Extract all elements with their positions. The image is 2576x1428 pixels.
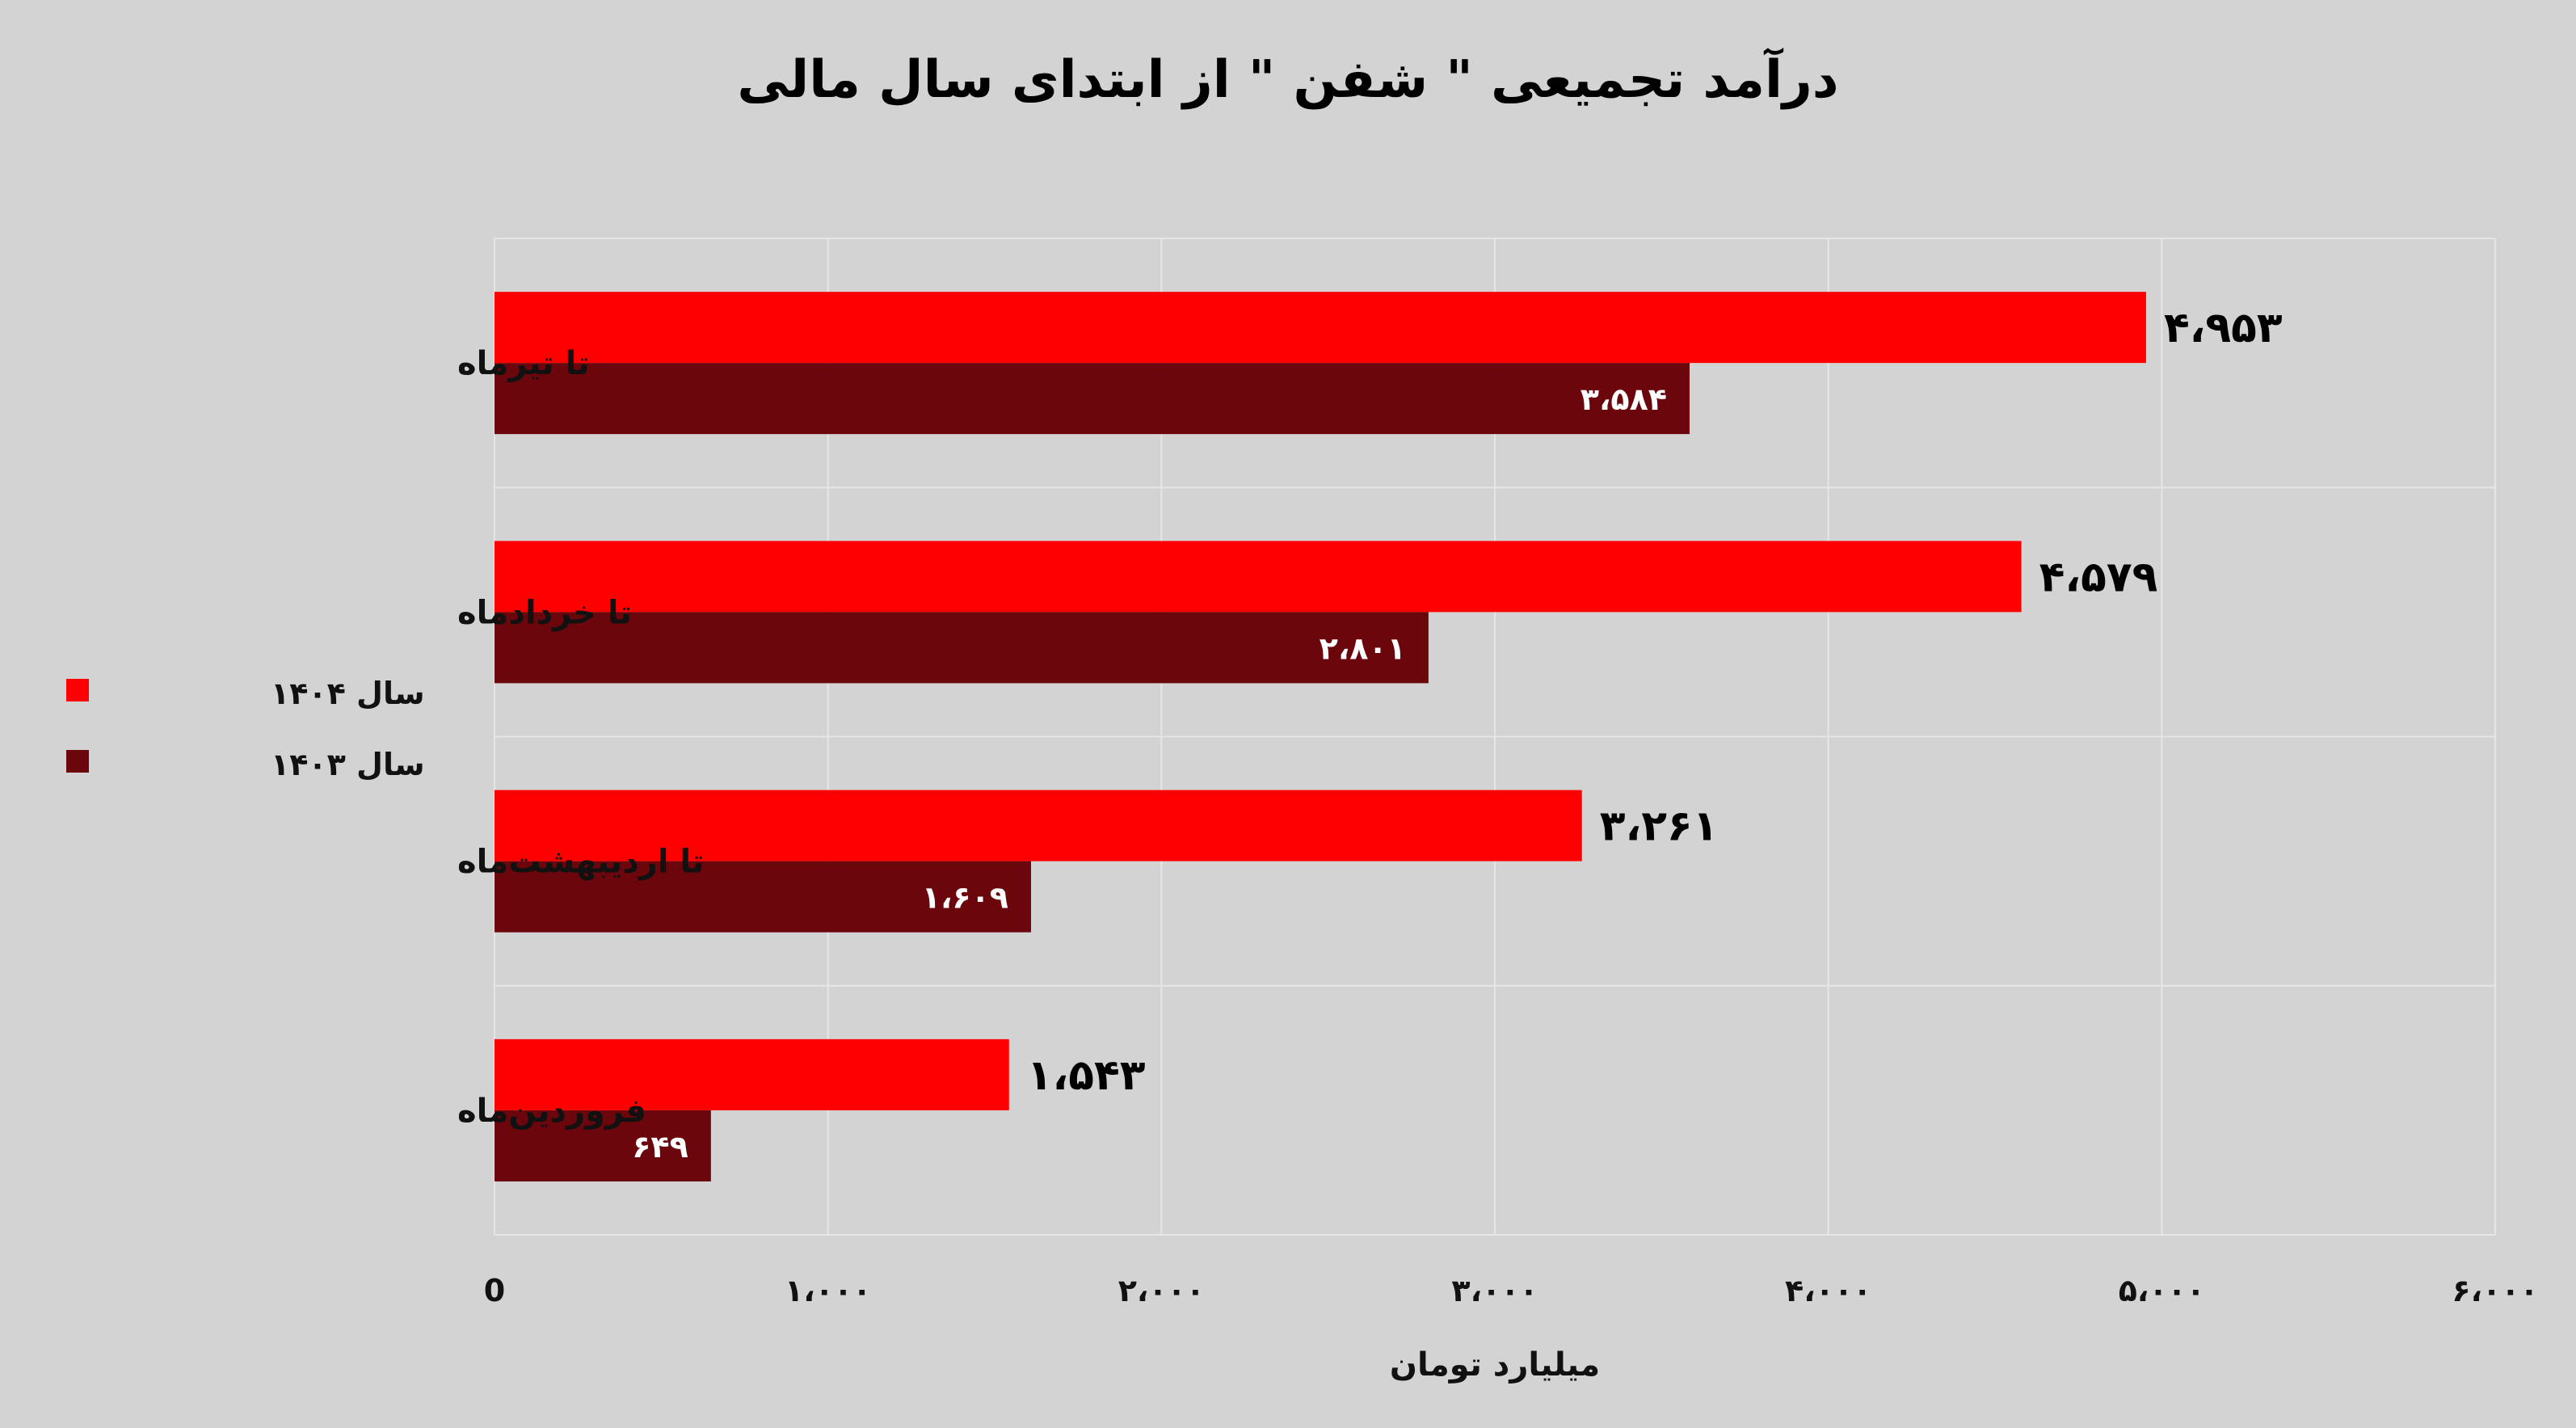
legend-label-1404: سال ۱۴۰۴ <box>271 676 425 711</box>
bar-1404 <box>495 790 1582 861</box>
x-axis-title: میلیارد تومان <box>1390 1346 1600 1384</box>
bar-1404 <box>495 541 2022 613</box>
chart-title: درآمد تجمیعی " شفن " از ابتدای سال مالی <box>737 47 1838 110</box>
category-labels: تا تیرماه تا خردادماه تا اردیبهشت‌ماه فرورد… <box>457 345 704 1130</box>
legend-label-1403: سال ۱۴۰۳ <box>271 747 425 782</box>
bar-1404 <box>495 292 2146 364</box>
legend-swatch-1403 <box>66 750 89 773</box>
data-label-1404: ۴،۵۷۹ <box>2039 553 2158 601</box>
data-label-1403: ۶۴۹ <box>632 1129 688 1165</box>
bars <box>495 292 2146 1182</box>
data-label-1404: ۴،۹۵۳ <box>2164 304 2283 352</box>
x-tick-label: ۶،۰۰۰ <box>2452 1273 2538 1308</box>
x-tick-label: ۵،۰۰۰ <box>2119 1273 2205 1308</box>
x-axis-ticks: 0 ۱،۰۰۰ ۲،۰۰۰ ۳،۰۰۰ ۴،۰۰۰ ۵،۰۰۰ ۶،۰۰۰ <box>484 1273 2539 1308</box>
data-label-1403: ۱،۶۰۹ <box>922 880 1008 916</box>
data-label-1403: ۳،۵۸۴ <box>1581 381 1667 417</box>
x-tick-label: ۳،۰۰۰ <box>1451 1273 1538 1308</box>
data-label-1404: ۱،۵۴۳ <box>1027 1051 1146 1100</box>
legend-swatch-1404 <box>66 679 89 701</box>
data-labels: ۴،۹۵۳ ۳،۵۸۴ ۴،۵۷۹ ۲،۸۰۱ ۳،۲۶۱ ۱،۶۰۹ ۱،۵۴۳ ۶۴۹ <box>632 304 2283 1165</box>
x-tick-label: ۱،۰۰۰ <box>785 1273 871 1308</box>
category-label: تا خردادماه <box>457 594 632 631</box>
data-label-1403: ۲،۸۰۱ <box>1320 630 1406 666</box>
bar-1403 <box>495 612 1429 684</box>
legend: سال ۱۴۰۴ سال ۱۴۰۳ <box>66 676 425 782</box>
category-label: تا تیرماه <box>457 345 590 382</box>
data-label-1404: ۳،۲۶۱ <box>1600 802 1719 851</box>
x-tick-label: 0 <box>484 1273 505 1308</box>
x-tick-label: ۴،۰۰۰ <box>1785 1273 1871 1308</box>
category-label: فروردین‌ماه <box>457 1093 646 1130</box>
bar-1403 <box>495 1110 711 1182</box>
bar-1403 <box>495 861 1031 933</box>
bar-1403 <box>495 363 1690 435</box>
x-tick-label: ۲،۰۰۰ <box>1118 1273 1205 1308</box>
bar-1404 <box>495 1038 1009 1110</box>
category-label: تا اردیبهشت‌ماه <box>457 844 704 881</box>
